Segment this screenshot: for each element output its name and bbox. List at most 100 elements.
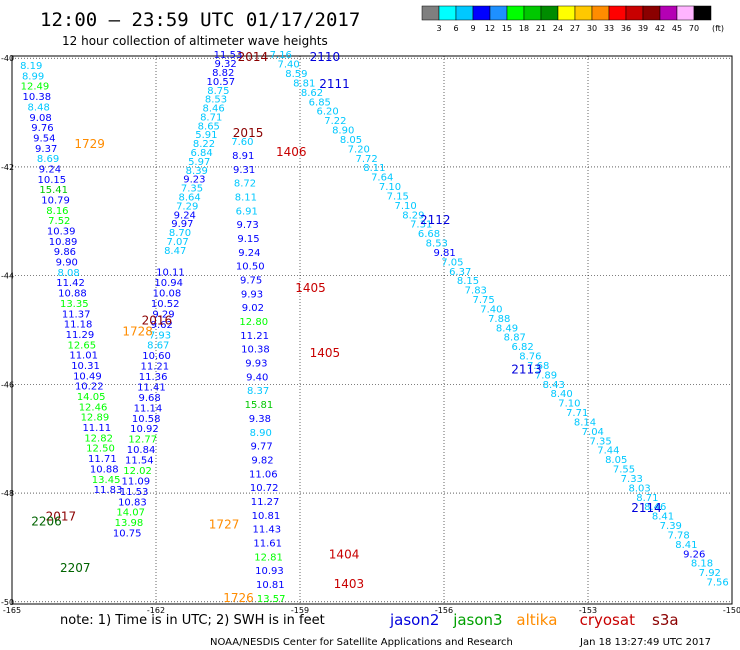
swh-value: 12.77 <box>128 435 157 446</box>
colorbar-swatch <box>421 5 440 21</box>
colorbar-label: 6 <box>453 24 458 33</box>
credit-line: NOAA/NESDIS Center for Satellite Applica… <box>210 637 513 648</box>
swh-value: 8.47 <box>164 246 186 257</box>
lat-tick-label: -46 <box>1 380 14 389</box>
colorbar-label: 3 <box>436 24 441 33</box>
lat-tick-label: -40 <box>1 54 14 63</box>
swh-value: 8.37 <box>247 386 269 397</box>
colorbar-label: 70 <box>689 24 699 33</box>
pass-label: 2016 <box>142 314 173 328</box>
swh-value: 11.14 <box>134 403 163 414</box>
swh-value: 7.44 <box>597 446 619 457</box>
swh-value: 7.07 <box>166 237 188 248</box>
swh-value: 11.21 <box>240 331 269 342</box>
swh-value: 6.84 <box>190 148 212 159</box>
swh-value: 5.91 <box>195 130 217 141</box>
colorbar-label: 30 <box>587 24 597 33</box>
swh-value: 9.24 <box>238 248 260 259</box>
swh-value: 10.52 <box>151 299 180 310</box>
swh-value: 8.46 <box>644 502 666 513</box>
swh-value: 10.57 <box>206 77 235 88</box>
swh-value: 8.08 <box>58 268 80 279</box>
swh-value: 12.50 <box>86 444 115 455</box>
swh-value: 7.56 <box>706 578 728 589</box>
swh-value: 10.60 <box>142 351 171 362</box>
swh-value: 8.90 <box>332 126 354 137</box>
swh-value: 10.83 <box>118 497 147 508</box>
swh-value: 8.46 <box>202 104 224 115</box>
swh-value: 9.73 <box>237 220 259 231</box>
swh-value: 12.46 <box>79 402 108 413</box>
swh-value: 10.81 <box>256 580 285 591</box>
swh-value: 8.71 <box>200 112 222 123</box>
swh-value: 10.39 <box>47 227 76 238</box>
colorbar-swatch <box>523 5 542 21</box>
lat-tick-label: -42 <box>1 163 14 172</box>
swh-value: 10.79 <box>41 196 70 207</box>
lon-tick-label: -165 <box>3 606 21 615</box>
swh-value: 11.29 <box>66 330 95 341</box>
colorbar-label: 39 <box>638 24 648 33</box>
swh-value: 9.68 <box>139 393 161 404</box>
swh-value: 9.93 <box>245 359 267 370</box>
swh-value: 12.81 <box>254 552 283 563</box>
colorbar-label: 42 <box>655 24 665 33</box>
swh-value: 10.31 <box>71 361 100 372</box>
swh-value: 8.81 <box>293 78 315 89</box>
swh-value: 13.35 <box>60 299 89 310</box>
swh-value: 8.49 <box>496 323 518 334</box>
swh-value: 13.57 <box>257 594 286 605</box>
lat-lon-grid <box>12 56 732 604</box>
swh-value: 15.41 <box>39 185 68 196</box>
legend-altika: altika <box>516 611 557 629</box>
swh-value: 10.92 <box>130 424 159 435</box>
swh-value: 8.71 <box>636 493 658 504</box>
swh-value: 10.72 <box>250 483 279 494</box>
swh-value: 11.83 <box>94 485 123 496</box>
swh-value: 8.16 <box>46 206 68 217</box>
swh-value: 9.77 <box>250 442 272 453</box>
swh-value: 7.88 <box>488 314 510 325</box>
swh-value: 9.86 <box>54 247 76 258</box>
swh-value: 7.93 <box>149 330 171 341</box>
swh-value: 11.53 <box>214 50 243 61</box>
swh-value: 7.92 <box>699 568 721 579</box>
swh-value: 6.37 <box>449 267 471 278</box>
colorbar-label: 24 <box>553 24 563 33</box>
swh-value: 9.54 <box>33 133 55 144</box>
colorbar-unit: (ft) <box>712 24 724 33</box>
swh-value: 8.91 <box>232 151 254 162</box>
swh-value: 6.85 <box>309 97 331 108</box>
swh-value: 6.68 <box>418 229 440 240</box>
swh-value: 9.38 <box>249 414 271 425</box>
lon-tick-label: -162 <box>147 606 165 615</box>
swh-value: 10.50 <box>236 262 265 273</box>
pass-number-labels: 1729 2014 2110 2111 2015 1406 2112 1405 20161728… <box>31 50 662 605</box>
swh-value: 10.08 <box>153 289 182 300</box>
swh-value: 10.75 <box>113 529 142 540</box>
pass-label: 2207 <box>60 561 91 575</box>
colorbar-swatch <box>625 5 644 21</box>
swh-value: 7.89 <box>535 370 557 381</box>
lat-tick-label: -50 <box>1 598 14 607</box>
swh-value: 13.45 <box>92 475 121 486</box>
swh-value: 12.49 <box>21 82 50 93</box>
swh-value: 8.59 <box>285 69 307 80</box>
swh-value: 7.33 <box>621 474 643 485</box>
swh-value: 11.54 <box>125 456 154 467</box>
pass-label: 2017 <box>46 509 77 523</box>
swh-value: 8.99 <box>22 71 44 82</box>
colorbar-label: 21 <box>536 24 546 33</box>
colorbar-swatch <box>608 5 627 21</box>
lon-tick-label: -150 <box>723 606 740 615</box>
colorbar-label: 12 <box>485 24 495 33</box>
swh-value: 7.15 <box>387 191 409 202</box>
swh-value: 10.88 <box>58 289 87 300</box>
swh-value: 7.52 <box>48 216 70 227</box>
swh-value: 7.60 <box>231 137 253 148</box>
swh-value: 7.78 <box>667 530 689 541</box>
swh-value: 9.02 <box>242 303 264 314</box>
swh-value: 10.15 <box>37 175 66 186</box>
swh-value: 9.37 <box>35 144 57 155</box>
colorbar-label: 33 <box>604 24 614 33</box>
